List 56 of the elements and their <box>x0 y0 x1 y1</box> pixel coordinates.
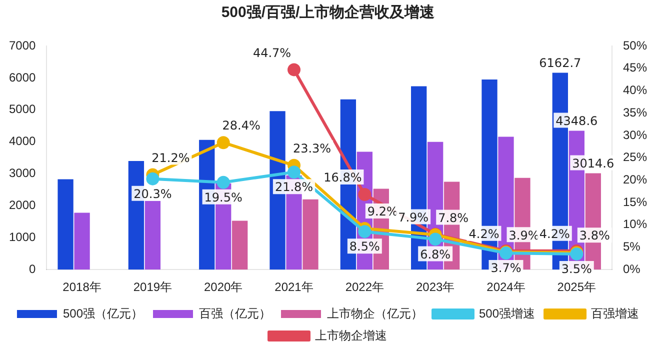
data-label: 28.4% <box>222 118 260 133</box>
legend-label: 百强（亿元） <box>199 306 271 320</box>
legend-label: 百强增速 <box>591 306 640 320</box>
data-label: 23.3% <box>292 142 332 156</box>
y-tick-label: 2000 <box>8 198 36 212</box>
data-label: 7.9% <box>398 210 429 224</box>
data-label: 3.8% <box>579 228 610 243</box>
y2-tick-label: 35% <box>622 105 648 120</box>
y2-tick-label: 20% <box>622 172 648 186</box>
x-tick-label: 2024年 <box>486 280 526 294</box>
data-label: 7.8% <box>438 210 469 225</box>
y2-tick-label: 0% <box>622 262 641 276</box>
data-label: 3.9% <box>508 228 540 242</box>
data-label: 3.7% <box>490 261 522 276</box>
x-tick-label: 2025年 <box>557 280 596 294</box>
x-tick-label: 2023年 <box>416 280 455 294</box>
legend-label: 上市物企增速 <box>315 328 387 342</box>
y2-tick-label: 50% <box>622 38 648 52</box>
data-label: 4348.6 <box>556 114 598 128</box>
data-label: 19.5% <box>204 190 242 205</box>
data-label: 21.2% <box>152 150 190 165</box>
y-tick-label: 4000 <box>8 134 36 148</box>
x-tick-label: 2021年 <box>274 280 314 294</box>
data-label: 6.8% <box>420 247 451 262</box>
y-tick-label: 7000 <box>8 38 36 52</box>
data-label: 4.2% <box>539 226 570 241</box>
y-tick-label: 6000 <box>8 70 36 84</box>
y2-tick-label: 25% <box>622 150 648 164</box>
x-tick-label: 2022年 <box>345 280 384 294</box>
legend-label: 500强（亿元） <box>62 306 144 320</box>
y2-tick-label: 5% <box>622 240 641 254</box>
chart-title: 500强/百强/上市物企营收及增速 <box>221 3 436 22</box>
y2-tick-label: 10% <box>622 217 648 232</box>
y2-tick-label: 40% <box>622 83 648 98</box>
data-label: 6162.7 <box>539 56 582 70</box>
data-label: 8.5% <box>349 240 380 254</box>
data-label: 4.2% <box>468 226 500 241</box>
legend-label: 500强增速 <box>479 306 536 320</box>
data-label: 20.3% <box>134 186 172 201</box>
x-tick-label: 2020年 <box>204 280 243 294</box>
data-label: 9.2% <box>367 204 398 219</box>
legend-label: 上市物企（亿元） <box>327 306 423 320</box>
x-tick-label: 2019年 <box>133 280 172 294</box>
x-tick-label: 2018年 <box>62 280 102 294</box>
y-tick-label: 5000 <box>8 102 36 116</box>
y2-tick-label: 45% <box>622 60 648 75</box>
data-label: 3014.6 <box>572 156 614 170</box>
data-label: 16.8% <box>324 170 362 185</box>
y2-tick-label: 15% <box>622 194 648 209</box>
y2-tick-label: 30% <box>622 128 648 142</box>
data-label: 44.7% <box>252 46 292 60</box>
data-label: 3.5% <box>561 262 592 276</box>
y-tick-label: 3000 <box>8 166 36 180</box>
data-label: 21.8% <box>274 180 314 194</box>
y-tick-label: 1000 <box>8 230 36 244</box>
y-tick-label: 0 <box>29 262 36 276</box>
